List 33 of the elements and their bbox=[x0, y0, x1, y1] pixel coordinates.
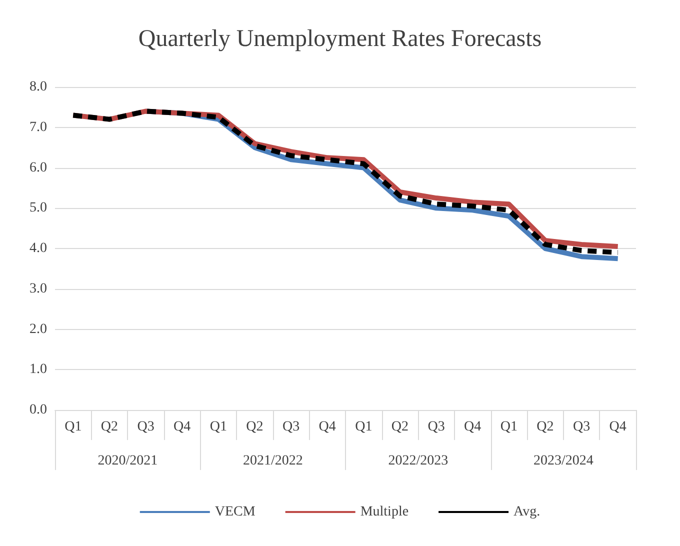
x-tick-label: Q1 bbox=[355, 420, 372, 434]
x-tick-label: Q2 bbox=[100, 420, 118, 434]
x-tick-label: Q3 bbox=[428, 420, 445, 434]
x-tick-label: Q4 bbox=[174, 420, 191, 434]
x-tick-label: Q4 bbox=[464, 420, 482, 434]
x-tick-label: Q3 bbox=[572, 420, 590, 434]
x-tick-label: Q3 bbox=[137, 420, 154, 434]
x-tick-label: Q1 bbox=[210, 420, 227, 434]
legend-label: VECM bbox=[214, 504, 256, 520]
chart-title: Quarterly Unemployment Rates Forecasts bbox=[138, 26, 542, 52]
x-tick-label: Q1 bbox=[64, 420, 82, 434]
x-tick-label: Q2 bbox=[391, 420, 409, 434]
y-tick-label: 4.0 bbox=[30, 241, 47, 256]
x-tick-label: Q3 bbox=[282, 420, 300, 434]
y-tick-label: 1.0 bbox=[30, 362, 47, 378]
legend-label: Avg. bbox=[514, 504, 540, 520]
y-tick-label: 6.0 bbox=[30, 160, 47, 176]
y-tick-label: 7.0 bbox=[30, 120, 47, 135]
y-tick-label: 2.0 bbox=[30, 322, 47, 337]
y-tick-label: 3.0 bbox=[30, 281, 47, 296]
text: 2022/2023 bbox=[388, 454, 448, 468]
x-tick-label: Q2 bbox=[246, 420, 264, 434]
y-tick-label: 0.0 bbox=[30, 402, 47, 418]
text: 2023/2024 bbox=[533, 454, 594, 468]
legend-label: Multiple bbox=[360, 504, 409, 520]
x-tick-label: Q2 bbox=[536, 420, 554, 434]
x-tick-label: Q1 bbox=[500, 420, 518, 434]
text: 2021/2022 bbox=[242, 454, 303, 468]
x-tick-label: Q4 bbox=[318, 420, 336, 434]
y-tick-label: 8.0 bbox=[30, 80, 47, 94]
text: 2020/2021 bbox=[98, 454, 158, 468]
y-tick-label: 5.0 bbox=[30, 200, 47, 216]
x-tick-label: Q4 bbox=[609, 420, 626, 434]
